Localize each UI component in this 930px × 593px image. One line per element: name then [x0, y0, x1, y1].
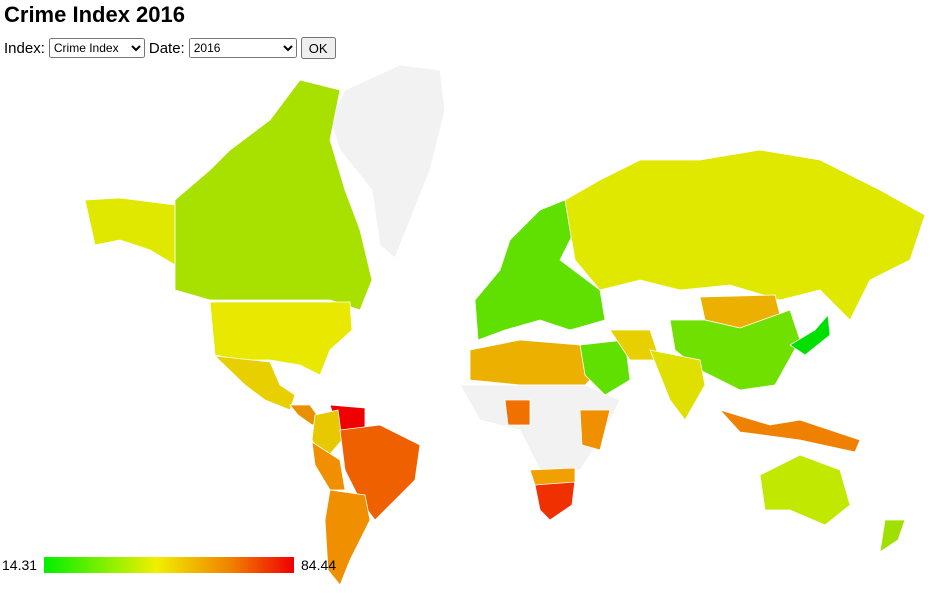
- greenland: [329, 64, 446, 259]
- japan: [789, 314, 831, 356]
- controls: Index: Crime Index Date: 2016 OK: [4, 37, 336, 59]
- ok-button[interactable]: OK: [300, 37, 336, 59]
- title: Crime Index 2016: [4, 2, 185, 27]
- indonesia: [718, 409, 861, 453]
- canada: [174, 79, 373, 311]
- south-africa: [534, 479, 576, 521]
- peru: [311, 441, 346, 491]
- mexico: [213, 355, 296, 411]
- date-select[interactable]: 2016: [188, 38, 297, 58]
- date-label: Date:: [148, 39, 185, 57]
- countries: [84, 64, 926, 586]
- argentina: [324, 489, 371, 586]
- legend-min: 14.31: [2, 557, 38, 573]
- alaska: [84, 197, 176, 266]
- index-select[interactable]: Crime Index: [48, 38, 145, 58]
- australia: [759, 454, 851, 526]
- india: [649, 349, 706, 421]
- kenya: [579, 409, 611, 451]
- legend-max: 84.44: [301, 557, 337, 573]
- southern-africa: [529, 467, 576, 486]
- legend-gradient: [44, 557, 294, 573]
- new-zealand: [879, 519, 906, 553]
- russia: [564, 149, 926, 321]
- central-africa: [459, 384, 621, 471]
- north-africa: [469, 339, 596, 386]
- index-label: Index:: [4, 39, 45, 57]
- nigeria: [504, 399, 531, 426]
